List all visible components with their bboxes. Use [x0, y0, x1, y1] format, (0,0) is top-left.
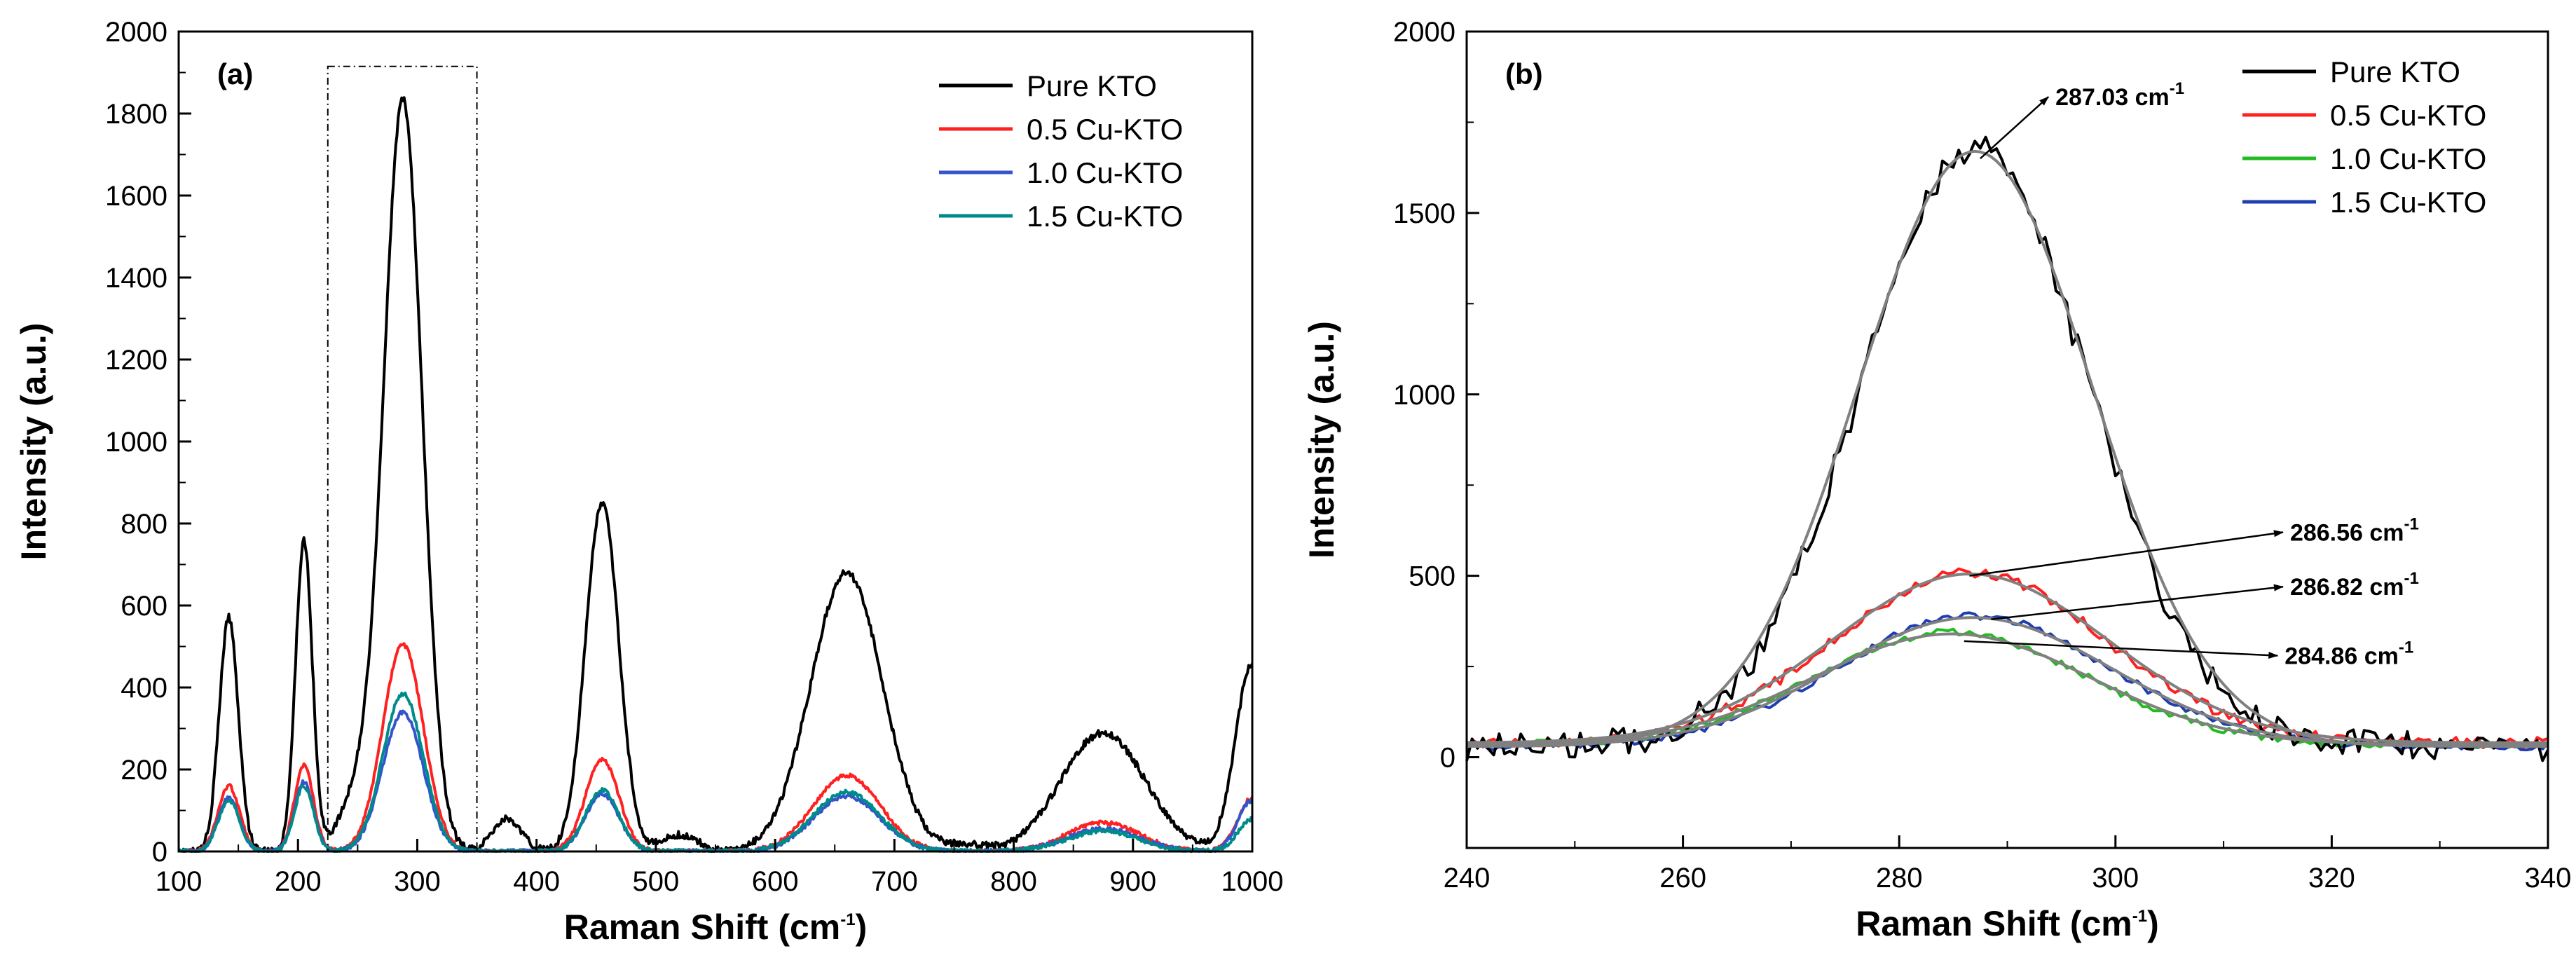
y-tick-label: 400 [121, 673, 167, 704]
annotation-label: 287.03 cm-1 [2055, 79, 2184, 111]
chart-b-ticks: 240 260 280 300 320 340 0 500 1000 1500 2000 [1393, 17, 2571, 894]
y-tick-label: 0 [1440, 743, 1455, 774]
chart-a-highlight-box [327, 65, 478, 853]
series-line-2 [178, 642, 1254, 853]
annotation-arrow [1980, 96, 2049, 160]
x-tick-label: 300 [2092, 863, 2139, 894]
chart-a-panel-label: (a) [217, 57, 253, 90]
x-tick-label: 400 [513, 866, 560, 897]
x-tick-label: 300 [394, 866, 441, 897]
legend-label: 0.5 Cu-KTO [2330, 99, 2486, 132]
chart-b-legend: Pure KTO 0.5 Cu-KTO 1.0 Cu-KTO 1.5 Cu-KTO [2242, 55, 2486, 219]
chart-a-x-axis-title-text: Raman Shift (cm [564, 908, 841, 947]
annotation-sup: -1 [2404, 515, 2419, 534]
x-tick-label: 340 [2525, 863, 2572, 894]
annotation-sup: -1 [2399, 638, 2413, 657]
annotation-sup: -1 [2170, 79, 2184, 98]
chart-b-x-axis-title-sup: -1 [2132, 907, 2147, 926]
x-tick-label: 1000 [1221, 866, 1284, 897]
annotation-label: 284.86 cm-1 [2284, 638, 2413, 670]
x-tick-label: 280 [1876, 863, 1923, 894]
legend-label: Pure KTO [2330, 55, 2460, 88]
chart-a-ticks: 100 200 300 400 500 600 700 800 900 1000 0 200 400 60… [105, 17, 1283, 897]
annotation-label: 286.56 cm-1 [2290, 515, 2419, 547]
x-tick-label: 320 [2308, 863, 2355, 894]
y-tick-label: 1000 [105, 427, 167, 458]
annotation-sup: -1 [2404, 569, 2419, 588]
chart-b-x-axis-title-end: ) [2147, 904, 2159, 943]
chart-a-legend: Pure KTO 0.5 Cu-KTO 1.0 Cu-KTO 1.5 Cu-KTO [939, 69, 1183, 233]
y-tick-label: 1600 [105, 181, 167, 212]
chart-a-x-axis-title-sup: -1 [840, 910, 855, 929]
y-tick-label: 1000 [1393, 380, 1455, 411]
chart-b-panel-label: (b) [1505, 57, 1543, 90]
y-tick-label: 1200 [105, 345, 167, 376]
x-tick-label: 900 [1109, 866, 1156, 897]
legend-label: Pure KTO [1027, 69, 1157, 102]
chart-a-frame [177, 30, 1254, 853]
annotation-text: 286.56 cm [2290, 520, 2404, 547]
chart-a-y-axis-title: Intensity (a.u.) [14, 323, 53, 561]
chart-a-x-axis-title-end: ) [856, 908, 868, 947]
y-tick-label: 0 [152, 837, 167, 868]
chart-b-x-axis-title: Raman Shift (cm-1) [1856, 904, 2159, 943]
legend-label: 1.5 Cu-KTO [2330, 186, 2486, 219]
y-tick-label: 2000 [1393, 17, 1455, 48]
chart-b-x-axis-title-text: Raman Shift (cm [1856, 904, 2132, 943]
annotation-label: 286.82 cm-1 [2290, 569, 2419, 601]
legend-label: 0.5 Cu-KTO [1027, 113, 1183, 146]
y-tick-label: 1800 [105, 99, 167, 130]
x-tick-label: 100 [156, 866, 203, 897]
annotation-text: 287.03 cm [2055, 84, 2170, 111]
y-tick-label: 1500 [1393, 198, 1455, 229]
annotation-arrow [1969, 530, 2284, 577]
x-tick-label: 200 [275, 866, 322, 897]
y-tick-label: 200 [121, 755, 167, 786]
annotation-text: 284.86 cm [2284, 643, 2399, 670]
y-tick-label: 1400 [105, 263, 167, 294]
x-tick-label: 800 [990, 866, 1037, 897]
fit-curve-2 [1467, 573, 2548, 744]
x-tick-label: 600 [752, 866, 799, 897]
legend-label: 1.0 Cu-KTO [2330, 142, 2486, 175]
annotation-arrow [1991, 584, 2284, 621]
annotation-text: 286.82 cm [2290, 574, 2404, 601]
fit-curve-4 [1467, 616, 2548, 748]
x-tick-label: 260 [1659, 863, 1706, 894]
legend-label: 1.0 Cu-KTO [1027, 156, 1183, 189]
annotation-arrow [1964, 640, 2279, 659]
x-tick-label: 500 [633, 866, 680, 897]
y-tick-label: 500 [1409, 561, 1455, 592]
legend-label: 1.5 Cu-KTO [1027, 200, 1183, 233]
series-line-4 [1465, 611, 2549, 752]
y-tick-label: 2000 [105, 17, 167, 48]
x-tick-label: 700 [871, 866, 918, 897]
y-tick-label: 800 [121, 509, 167, 540]
x-tick-label: 240 [1444, 863, 1491, 894]
y-tick-label: 600 [121, 591, 167, 622]
chart-b-y-axis-title: Intensity (a.u.) [1302, 321, 1341, 559]
chart-panel-a: 100 200 300 400 500 600 700 800 900 1000 0 200 400 60… [14, 17, 1283, 947]
chart-a-x-axis-title: Raman Shift (cm-1) [564, 908, 868, 947]
chart-panel-b: 240 260 280 300 320 340 0 500 1000 1500 2000 287.0… [1302, 17, 2571, 943]
